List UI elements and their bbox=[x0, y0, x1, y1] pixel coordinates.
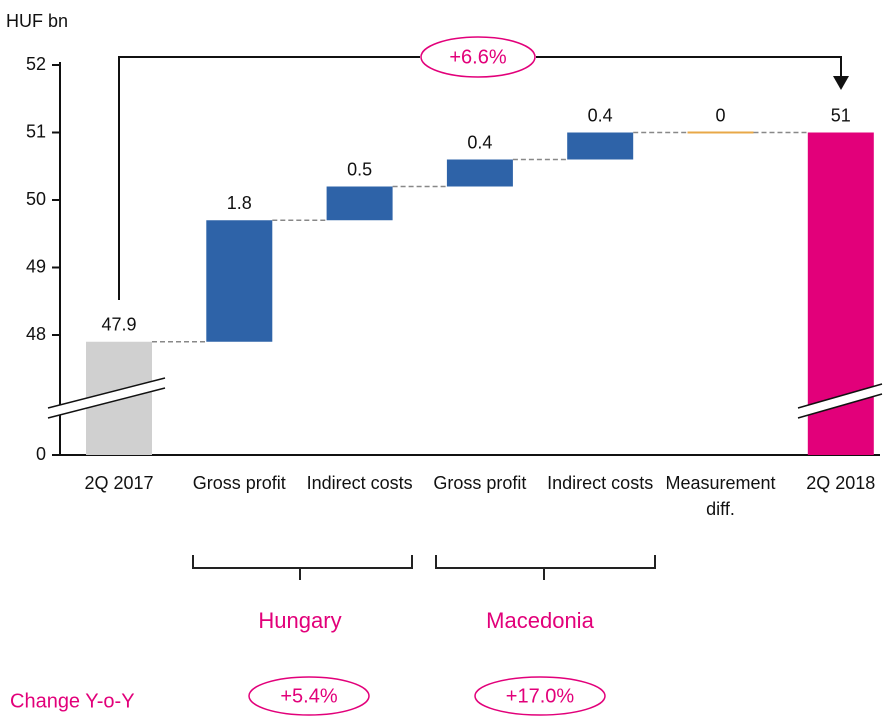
change-ellipse bbox=[474, 676, 606, 716]
y-tick-label: 48 bbox=[26, 324, 46, 344]
axis-break bbox=[798, 384, 882, 418]
brace bbox=[435, 555, 656, 580]
group-name: Hungary bbox=[258, 608, 341, 633]
bar bbox=[446, 159, 513, 187]
x-tick-label: 2Q 2018 bbox=[806, 473, 876, 493]
change-label: Change Y-o-Y bbox=[10, 690, 135, 712]
x-tick-label: Indirect costs bbox=[547, 473, 654, 493]
x-tick-label: 2Q 2017 bbox=[84, 473, 154, 493]
y-tick-label: 0 bbox=[36, 444, 46, 464]
y-tick-label: 49 bbox=[26, 256, 46, 276]
axis-break bbox=[47, 377, 166, 409]
x-tick-label: Measurement diff. bbox=[665, 473, 776, 519]
group-name: Macedonia bbox=[486, 608, 594, 633]
bar bbox=[687, 131, 754, 134]
bar bbox=[206, 220, 273, 342]
brace bbox=[192, 555, 413, 580]
value-label: 51 bbox=[831, 105, 851, 125]
unit-label: HUF bn bbox=[6, 11, 68, 31]
x-tick-label: Gross profit bbox=[433, 473, 527, 493]
value-label: 0.5 bbox=[347, 159, 372, 179]
x-tick-label: Gross profit bbox=[192, 473, 286, 493]
arrow-head bbox=[833, 76, 849, 90]
y-tick-label: 51 bbox=[26, 121, 46, 141]
value-label: 0.4 bbox=[588, 105, 613, 125]
value-label: 1.8 bbox=[227, 193, 252, 213]
total-change: +6.6% bbox=[449, 46, 506, 68]
group-change: +5.4% bbox=[280, 685, 337, 707]
bar bbox=[326, 186, 393, 221]
axis-break bbox=[797, 393, 883, 419]
group-change: +17.0% bbox=[506, 685, 575, 707]
change-ellipse bbox=[420, 36, 536, 78]
axis-break bbox=[797, 383, 883, 409]
axis-break bbox=[47, 387, 166, 419]
axis-break bbox=[48, 378, 165, 418]
bar bbox=[567, 132, 634, 160]
change-ellipse bbox=[248, 676, 370, 716]
arrow bbox=[118, 56, 842, 300]
value-label: 47.9 bbox=[101, 315, 136, 335]
y-tick-label: 50 bbox=[26, 189, 46, 209]
value-label: 0.4 bbox=[467, 132, 492, 152]
y-tick-label: 52 bbox=[26, 54, 46, 74]
value-label: 0 bbox=[715, 105, 725, 125]
x-tick-label: Indirect costs bbox=[306, 473, 413, 493]
